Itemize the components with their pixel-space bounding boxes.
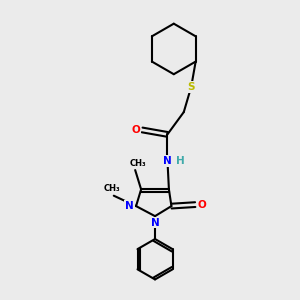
Text: H: H	[176, 156, 184, 166]
Text: N: N	[163, 156, 172, 166]
Text: O: O	[197, 200, 206, 210]
Text: N: N	[125, 201, 134, 211]
Text: O: O	[132, 125, 141, 135]
Text: CH₃: CH₃	[104, 184, 121, 194]
Text: CH₃: CH₃	[130, 159, 146, 168]
Text: S: S	[188, 82, 195, 92]
Text: N: N	[151, 218, 159, 228]
